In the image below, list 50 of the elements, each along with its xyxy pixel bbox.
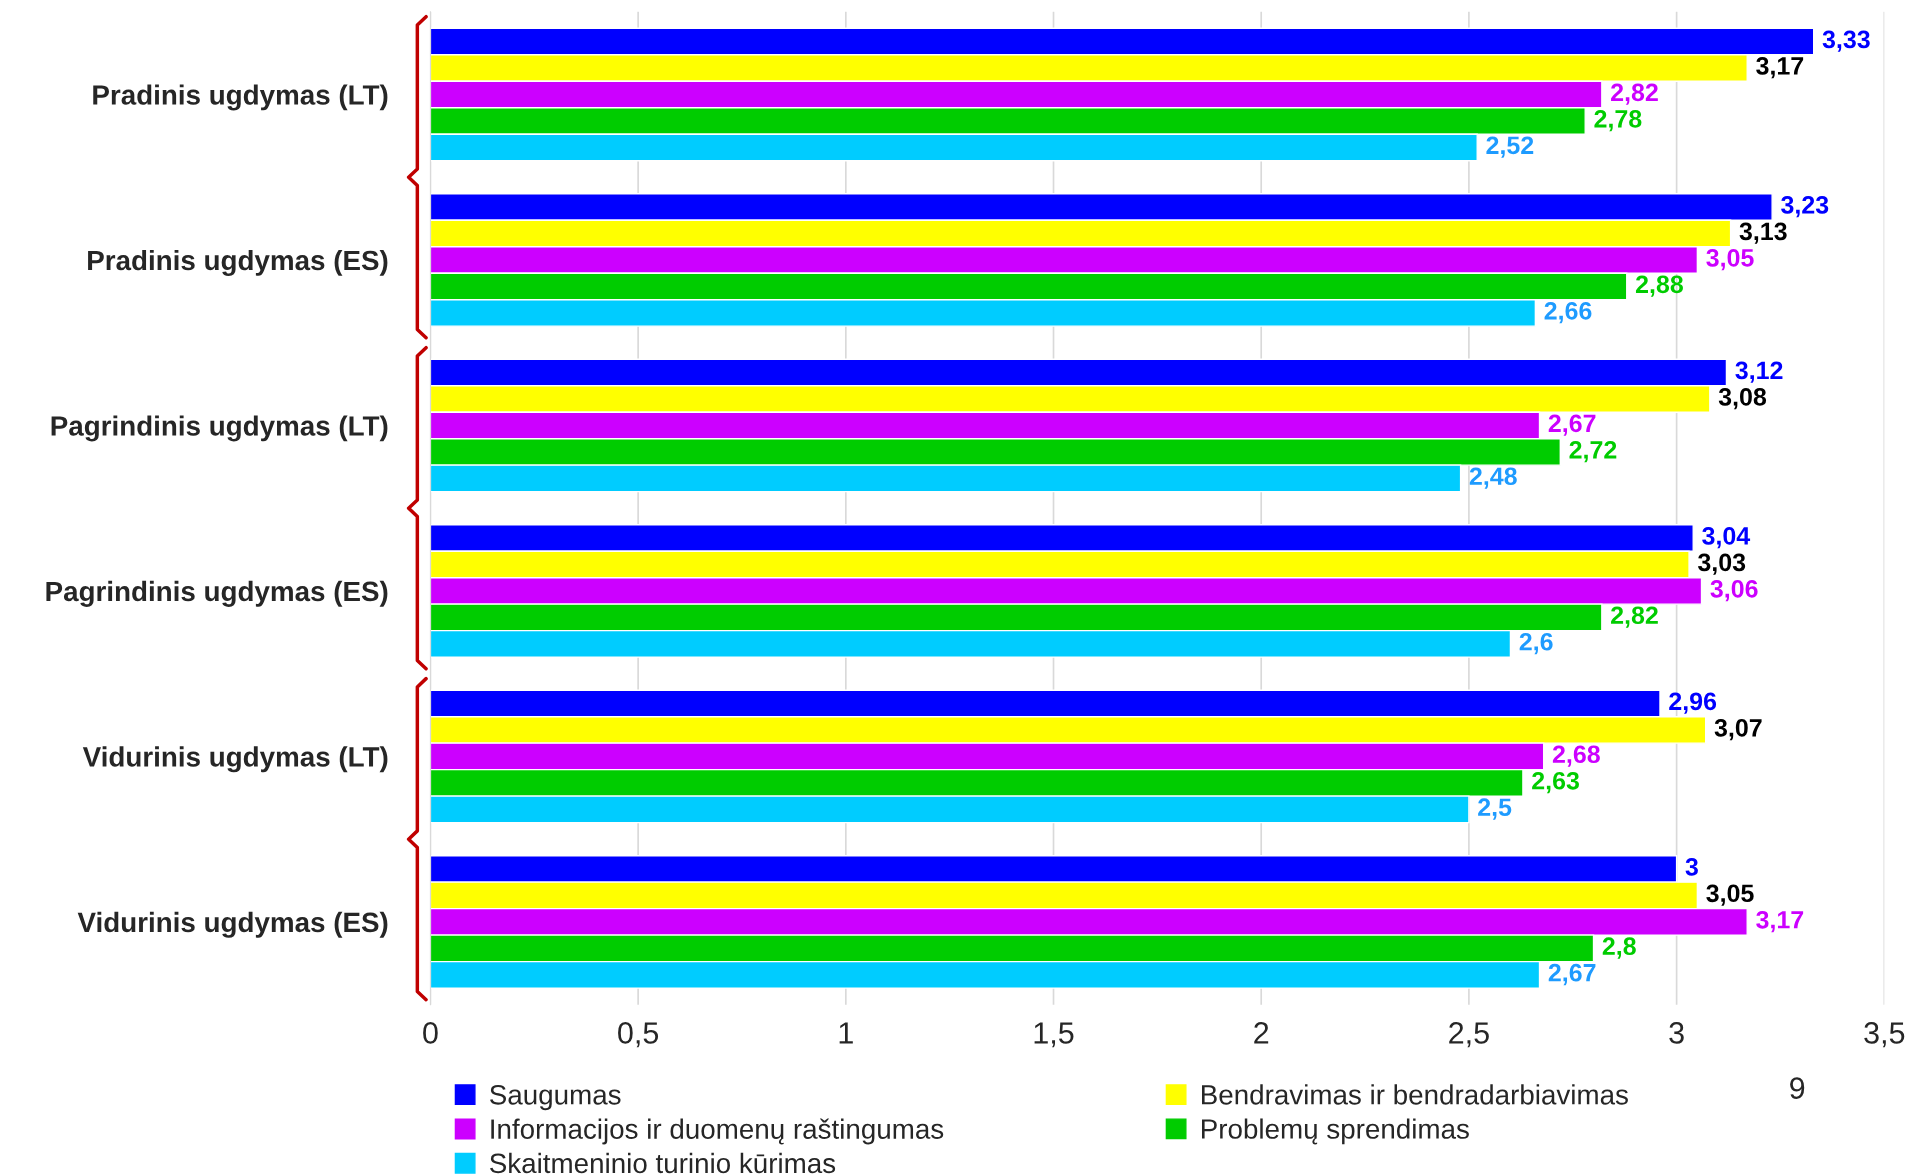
legend-label: Bendravimas ir bendradarbiavimas: [1202, 1084, 1628, 1105]
x-tick-label: 0,5: [618, 1022, 659, 1048]
legend-label: Saugumas: [490, 1084, 621, 1111]
data-label: 3: [1685, 857, 1698, 876]
data-label: 2,63: [1532, 771, 1579, 794]
data-label: 3,05: [1706, 884, 1754, 906]
data-label: 2,5: [1478, 798, 1512, 820]
data-label: 2,8: [1602, 937, 1636, 959]
legend-label: Informacijos ir duomenų raštingumas: [491, 1118, 944, 1145]
y-tick-label: Pagrindinis ugdymas (LT): [51, 415, 388, 442]
data-label: 2,78: [1594, 109, 1642, 132]
data-label: 3,17: [1756, 910, 1804, 933]
data-label: 2,82: [1611, 83, 1658, 105]
text: 9: [1790, 1077, 1805, 1099]
data-label: 2,67: [1548, 414, 1596, 436]
data-label: 3,03: [1697, 553, 1746, 575]
data-label: 2,52: [1486, 136, 1534, 158]
x-tick-label: 3,5: [1864, 1022, 1905, 1048]
data-label: 3,06: [1710, 579, 1758, 602]
data-label: 3,23: [1781, 196, 1829, 218]
x-tick-label: 1: [839, 1022, 853, 1044]
x-tick-label: 3: [1669, 1022, 1684, 1044]
data-label: 2,66: [1544, 301, 1592, 324]
x-tick-label: 2,5: [1449, 1022, 1489, 1048]
y-tick-label: Pradinis ugdymas (LT): [93, 84, 388, 111]
data-label: 3,07: [1714, 718, 1762, 741]
data-label: 2,82: [1611, 606, 1658, 628]
data-label: 3,13: [1739, 222, 1787, 244]
data-label: 3,08: [1718, 387, 1767, 410]
data-label: 2,6: [1519, 632, 1553, 655]
data-label: 3,04: [1702, 526, 1751, 549]
data-label: 2,72: [1569, 440, 1617, 463]
y-tick-label: Vidurinis ugdymas (LT): [82, 746, 388, 773]
data-label: 3,33: [1822, 30, 1870, 52]
x-tick-label: 0: [423, 1022, 438, 1044]
data-label: 2,68: [1552, 745, 1600, 767]
data-label: 2,96: [1669, 692, 1717, 714]
data-label: 3,12: [1735, 361, 1783, 383]
data-label: 3,05: [1706, 248, 1754, 271]
y-tick-label: Pradinis ugdymas (ES): [88, 249, 388, 276]
data-label: 3,17: [1756, 57, 1804, 79]
legend-label: Problemų sprendimas: [1202, 1118, 1469, 1145]
x-tick-label: 2: [1254, 1022, 1269, 1044]
data-label: 2,67: [1548, 963, 1596, 986]
data-label: 2,48: [1469, 467, 1517, 489]
y-tick-label: Pagrindinis ugdymas (ES): [46, 580, 388, 607]
data-label: 2,88: [1635, 275, 1683, 297]
y-tick-label: Vidurinis ugdymas (ES): [77, 911, 388, 938]
x-tick-label: 1,5: [1034, 1022, 1074, 1048]
legend-label: Skaitmeninio turinio kūrimas: [490, 1152, 836, 1174]
